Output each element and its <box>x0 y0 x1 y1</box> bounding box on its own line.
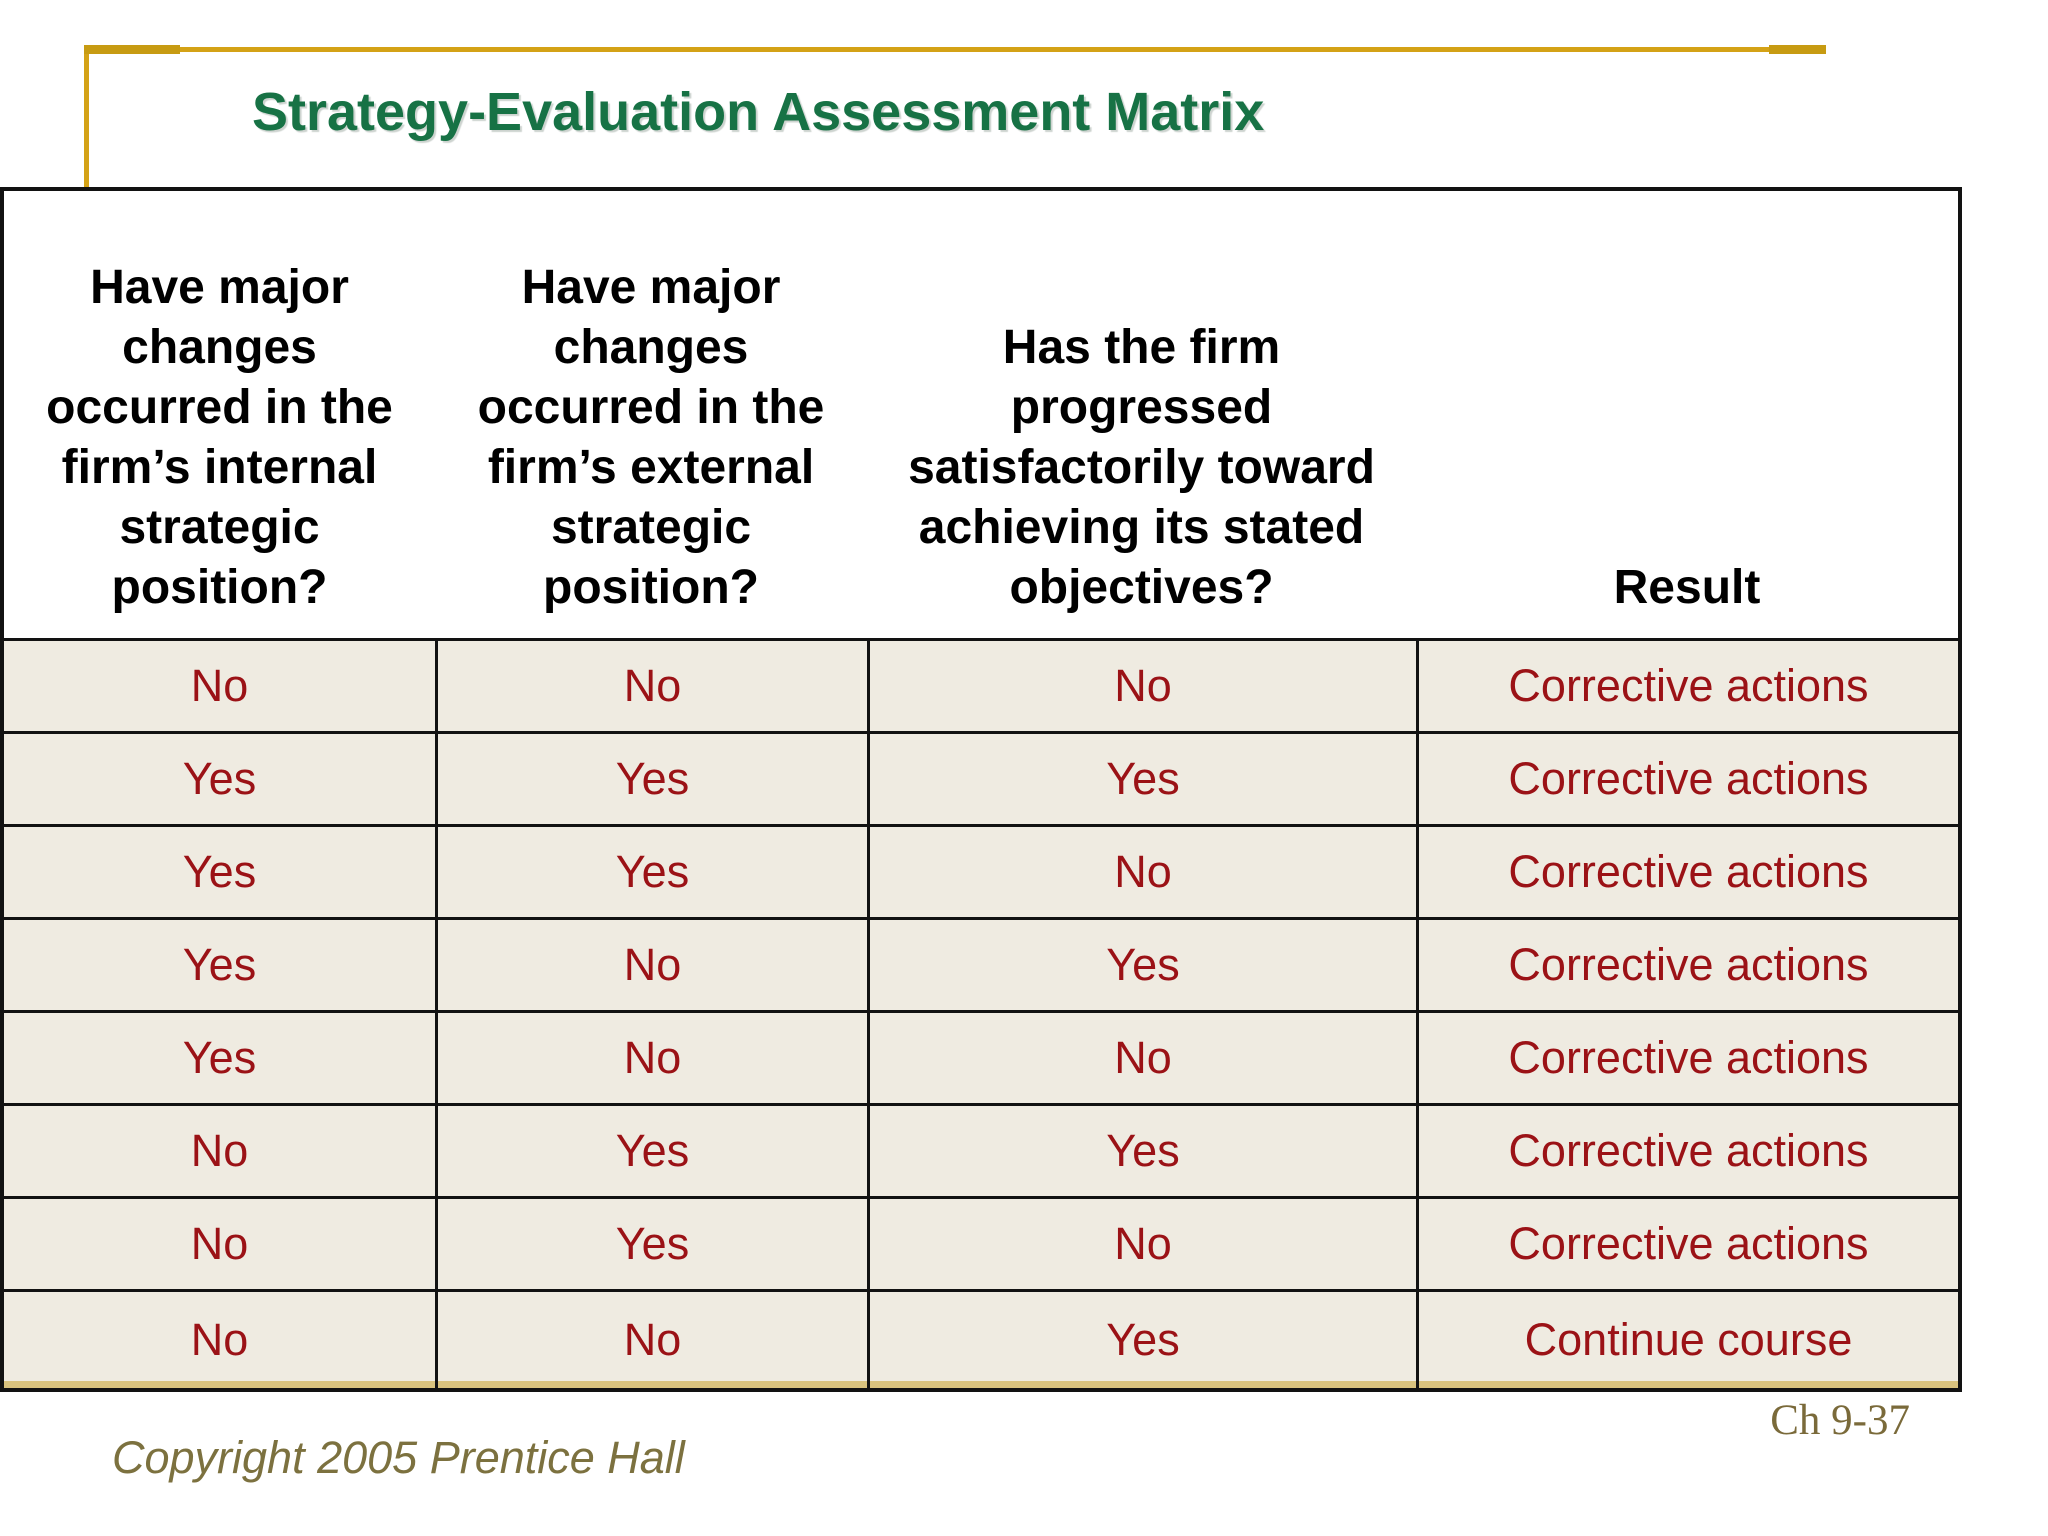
table-cell: Yes <box>182 939 257 990</box>
table-cell: No <box>190 1125 249 1176</box>
table-cell: No <box>190 1218 249 1269</box>
table-cell: Corrective actions <box>1416 1199 1958 1289</box>
table-cell: Yes <box>182 846 257 897</box>
table-cell: Yes <box>867 920 1416 1010</box>
table-cell: Yes <box>435 1199 867 1289</box>
table-cell: Yes <box>867 1106 1416 1196</box>
table-cell: Yes <box>182 1032 257 1083</box>
table-cell: Yes <box>182 753 257 804</box>
page-number: Ch 9-37 <box>1770 1397 1910 1444</box>
column-header: Have major changes occurred in the firm’… <box>46 261 393 614</box>
table-cell: Corrective actions <box>1416 827 1958 917</box>
table-row: No No No Corrective actions <box>4 641 1958 734</box>
table-row: Yes No Yes Corrective actions <box>4 920 1958 1013</box>
column-header: Has the firm progressed satisfactorily t… <box>908 321 1375 614</box>
table-cell: No <box>190 1314 249 1365</box>
assessment-matrix-table: Have major changes occurred in the firm’… <box>0 187 1962 1392</box>
table-header-row: Have major changes occurred in the firm’… <box>4 191 1958 641</box>
page-title: Strategy-Evaluation Assessment Matrix <box>252 82 1265 142</box>
table-cell: Yes <box>435 1106 867 1196</box>
gold-accent-cap-right <box>1769 45 1826 54</box>
gold-accent-line-left <box>84 47 89 188</box>
table-cell: Corrective actions <box>1416 920 1958 1010</box>
table-row: No Yes No Corrective actions <box>4 1199 1958 1292</box>
table-cell: No <box>867 827 1416 917</box>
table-cell: Corrective actions <box>1416 1013 1958 1103</box>
table-row: Yes Yes No Corrective actions <box>4 827 1958 920</box>
table-cell: No <box>435 641 867 731</box>
table-cell: No <box>435 1013 867 1103</box>
table-body: No No No Corrective actions Yes Yes Yes Correct… <box>4 641 1958 1388</box>
table-cell: No <box>435 920 867 1010</box>
table-cell: Corrective actions <box>1416 1106 1958 1196</box>
column-header: Result <box>1613 561 1761 614</box>
gold-accent-cap-left <box>84 45 180 54</box>
table-row: Yes No No Corrective actions <box>4 1013 1958 1106</box>
table-cell: No <box>867 641 1416 731</box>
table-cell: Yes <box>435 827 867 917</box>
gold-accent-line-top <box>84 47 1826 52</box>
table-cell: Yes <box>867 734 1416 824</box>
table-cell: Yes <box>867 1292 1416 1388</box>
table-cell: Corrective actions <box>1416 734 1958 824</box>
table-cell: No <box>867 1013 1416 1103</box>
table-row: No No Yes Continue course <box>4 1292 1958 1388</box>
table-cell: Corrective actions <box>1416 641 1958 731</box>
table-cell: No <box>435 1292 867 1388</box>
column-header: Have major changes occurred in the firm’… <box>477 261 825 614</box>
table-row: No Yes Yes Corrective actions <box>4 1106 1958 1199</box>
table-row: Yes Yes Yes Corrective actions <box>4 734 1958 827</box>
table-cell: Continue course <box>1416 1292 1958 1388</box>
table-cell: Yes <box>435 734 867 824</box>
copyright-text: Copyright 2005 Prentice Hall <box>112 1432 685 1483</box>
table-cell: No <box>190 660 249 711</box>
table-cell: No <box>867 1199 1416 1289</box>
